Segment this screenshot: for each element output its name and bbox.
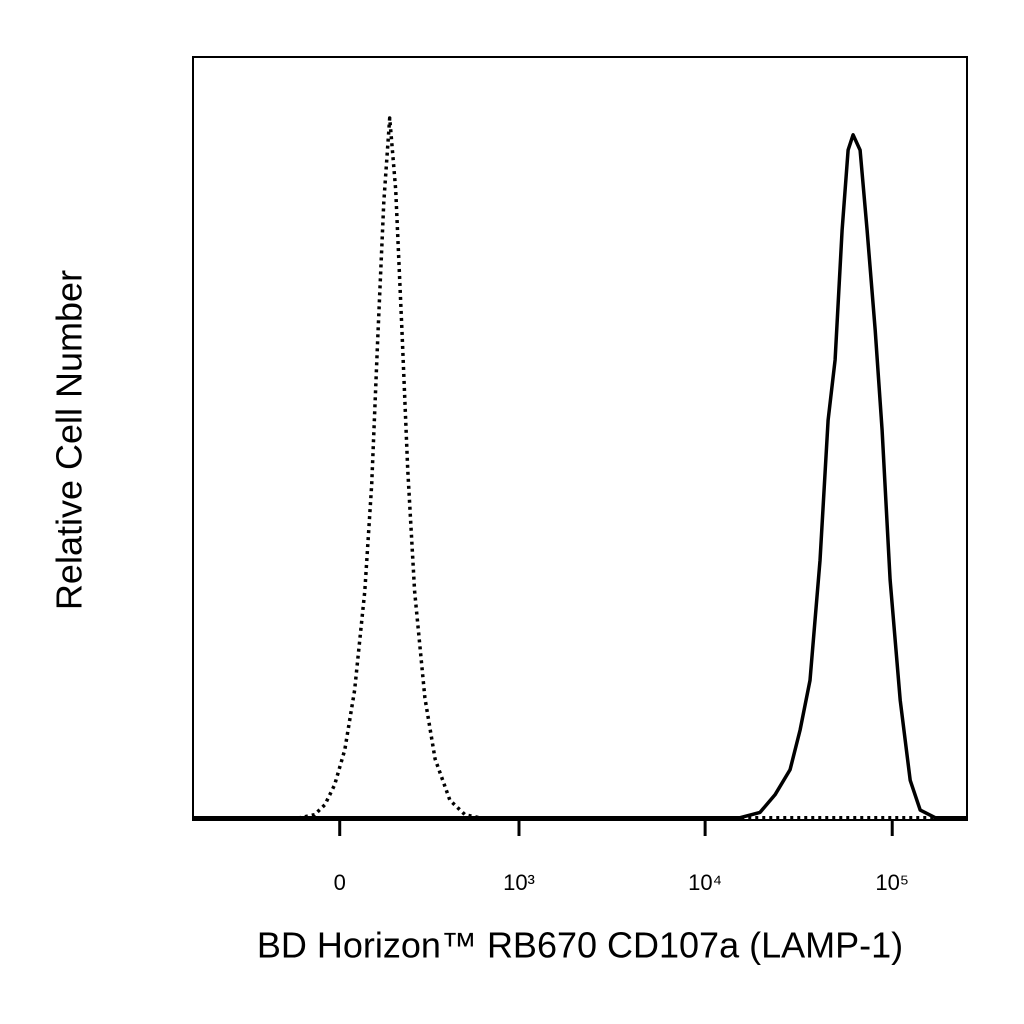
x-tick-label: 10⁵ bbox=[875, 870, 909, 895]
x-axis-label: BD Horizon™ RB670 CD107a (LAMP-1) bbox=[257, 925, 903, 966]
plot-frame bbox=[192, 56, 968, 821]
x-tick-label: 0 bbox=[334, 870, 346, 895]
x-tick-label: 10³ bbox=[503, 870, 535, 895]
y-axis-label: Relative Cell Number bbox=[49, 270, 90, 610]
histogram-line bbox=[193, 116, 967, 820]
histogram-line bbox=[193, 133, 967, 820]
x-tick-label: 10⁴ bbox=[688, 870, 722, 895]
